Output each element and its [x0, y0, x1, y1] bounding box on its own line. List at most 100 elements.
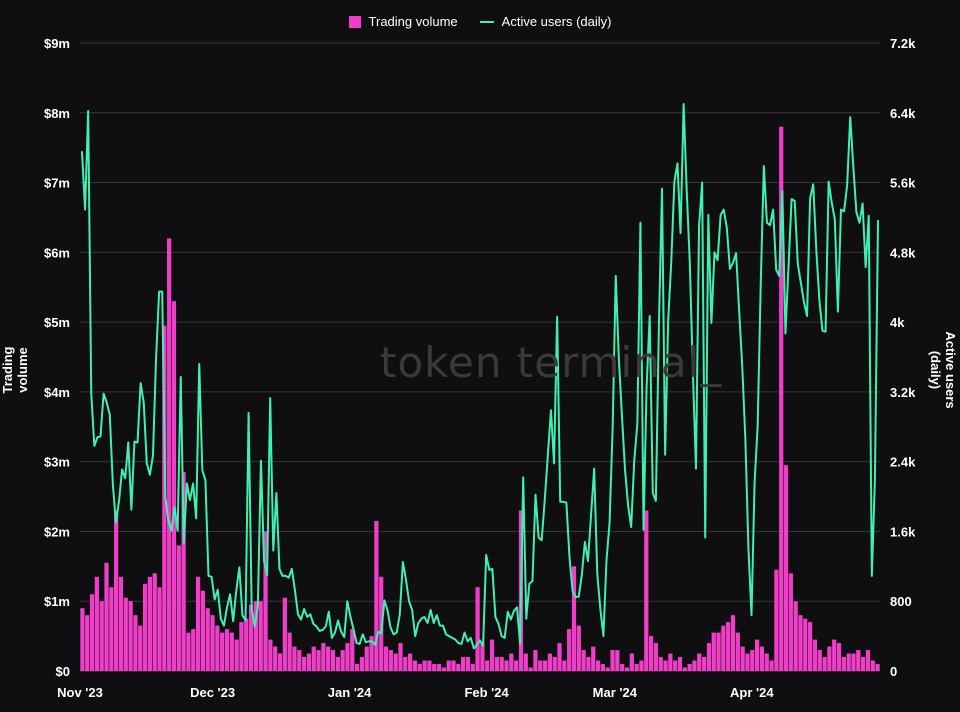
volume-bar	[248, 604, 254, 671]
volume-bar	[287, 632, 292, 671]
volume-bar	[167, 238, 172, 671]
legend-item-volume[interactable]: Trading volume	[348, 14, 458, 29]
volume-bar	[557, 643, 562, 671]
volume-bar	[152, 573, 157, 671]
active-users-polyline	[81, 103, 879, 650]
volume-bar	[316, 650, 321, 671]
volume-bar	[408, 653, 413, 671]
volume-bar	[475, 587, 480, 671]
legend-label-users: Active users (daily)	[501, 14, 612, 29]
y-axis-label-right: Active users (daily)	[928, 331, 958, 409]
volume-bar	[282, 597, 287, 671]
volume-bar	[465, 657, 471, 671]
volume-bar	[157, 587, 162, 671]
volume-bar	[186, 632, 191, 671]
volume-bar	[769, 660, 774, 671]
left-axis-ticks: $0 $1m $2m $3m $4m $5m $6m $7m $8m $9m	[44, 36, 70, 679]
volume-bar	[234, 639, 239, 671]
volume-bar	[499, 657, 504, 671]
volume-bar	[644, 510, 649, 671]
volume-bar	[109, 587, 114, 671]
volume-bar	[224, 629, 230, 671]
y-tick-right: 6.4k	[890, 106, 916, 121]
volume-bar	[326, 646, 331, 671]
volume-bar	[364, 646, 369, 671]
volume-bar	[779, 126, 784, 672]
volume-bar	[663, 660, 668, 671]
volume-bar	[191, 629, 196, 671]
volume-bar	[740, 646, 745, 671]
volume-bar	[118, 576, 124, 671]
y-tick-left: $6m	[44, 245, 70, 260]
y-tick-left: $5m	[44, 315, 70, 330]
volume-bar	[865, 650, 871, 671]
y-tick-left: $1m	[44, 594, 70, 609]
volume-bar	[721, 625, 726, 671]
volume-bar	[812, 639, 818, 671]
volume-bar	[480, 643, 485, 671]
volume-bar	[176, 545, 181, 671]
volume-bar	[677, 657, 683, 671]
volume-bar	[542, 660, 548, 671]
volume-bar	[403, 657, 408, 671]
volume-bar	[489, 639, 495, 671]
volume-bar	[730, 615, 736, 671]
y-tick-right: 4k	[890, 315, 905, 330]
volume-bar	[123, 597, 128, 671]
volume-bar	[383, 646, 389, 671]
volume-bar	[205, 608, 210, 671]
volume-bar	[446, 660, 451, 671]
y-tick-right: 3.2k	[890, 385, 916, 400]
legend-swatch-users	[479, 20, 494, 23]
volume-bar	[595, 660, 601, 671]
volume-bar	[629, 653, 634, 671]
volume-bar	[104, 562, 109, 671]
volume-bar	[345, 643, 350, 671]
volume-bar	[836, 643, 842, 671]
y-tick-right: 2.4k	[890, 455, 916, 470]
y-tick-right: 5.6k	[890, 176, 916, 191]
volume-bar	[340, 650, 345, 671]
volume-bar	[330, 650, 336, 671]
volume-bar	[215, 625, 220, 671]
volume-bar	[875, 664, 880, 671]
volume-bar	[759, 646, 765, 671]
volume-bar	[99, 601, 104, 671]
watermark: token terminal_	[380, 338, 723, 387]
volume-bar	[417, 664, 422, 671]
volume-bar	[851, 653, 856, 671]
volume-bar	[774, 569, 779, 671]
volume-bar	[658, 657, 663, 671]
volume-bar	[673, 660, 678, 671]
volume-bar	[846, 653, 851, 671]
volume-bar	[682, 667, 687, 671]
y-tick-right: 1.6k	[890, 524, 916, 539]
volume-bar	[277, 653, 283, 671]
volume-bar	[793, 601, 798, 671]
y-tick-left: $3m	[44, 455, 70, 470]
x-tick-label: Jan '24	[328, 685, 372, 700]
volume-bar	[427, 660, 432, 671]
volume-bar	[533, 650, 538, 671]
y-tick-right: 0	[890, 664, 897, 679]
volume-bar	[432, 664, 437, 671]
volume-bar	[639, 660, 644, 671]
volume-bar	[355, 664, 360, 671]
volume-bar	[456, 664, 461, 671]
volume-bar	[591, 646, 596, 671]
volume-bar	[755, 639, 760, 671]
volume-bar	[504, 660, 509, 671]
volume-bar	[311, 646, 316, 671]
volume-bar	[692, 660, 697, 671]
volume-bar	[870, 660, 875, 671]
volume-bar	[523, 653, 528, 671]
y-tick-right: 7.2k	[890, 36, 916, 51]
volume-bar	[321, 643, 326, 671]
volume-bar	[822, 657, 827, 671]
volume-bar	[268, 639, 273, 671]
volume-bar	[301, 657, 307, 671]
volume-bar	[615, 650, 620, 671]
legend-item-users[interactable]: Active users (daily)	[479, 14, 612, 29]
x-tick-label: Feb '24	[464, 685, 509, 700]
volume-bar	[171, 301, 177, 671]
